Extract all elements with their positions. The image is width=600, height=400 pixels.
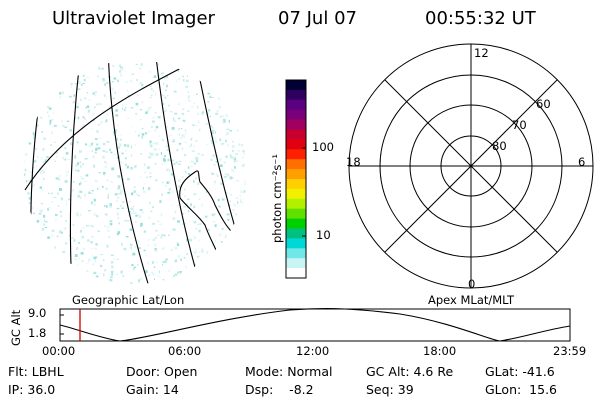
status-door: Door: Open — [126, 364, 198, 379]
polar-plot — [348, 43, 594, 289]
time-tick-0000: 00:00 — [42, 344, 76, 358]
apex-label: Apex MLat/MLT — [428, 293, 515, 307]
mlat-label-60: 60 — [536, 97, 551, 111]
uv-image — [23, 60, 247, 284]
status-dsp: Dsp: -8.2 — [245, 382, 314, 397]
status-ip: IP: 36.0 — [8, 382, 56, 397]
time-tick-1800: 18:00 — [423, 344, 457, 358]
mlt-label-6: 6 — [578, 155, 586, 169]
meridian-line — [154, 60, 201, 284]
status-gain: Gain: 14 — [126, 382, 179, 397]
date-label: 07 Jul 07 — [278, 8, 357, 29]
alt-tick-1-8: 1.8 — [28, 326, 47, 340]
mlat-label-70: 70 — [512, 118, 527, 132]
coastline — [179, 170, 241, 269]
geographic-label: Geographic Lat/Lon — [72, 293, 185, 307]
mlt-label-0: 0 — [468, 277, 476, 291]
instrument-title: Ultraviolet Imager — [52, 8, 215, 29]
meridian-line — [30, 79, 43, 276]
status-seq: Seq: 39 — [366, 382, 414, 397]
altitude-plot — [59, 308, 571, 342]
meridian-line — [69, 60, 81, 284]
mlt-label-18: 18 — [346, 155, 361, 169]
time-tick-1200: 12:00 — [296, 344, 330, 358]
status-glon: GLon: 15.6 — [485, 382, 557, 397]
time-tick-0600: 06:00 — [168, 344, 202, 358]
alt-axis-title: GC Alt — [9, 309, 23, 346]
alt-tick-9: 9.0 — [28, 306, 47, 320]
status-gc-alt: GC Alt: 4.6 Re — [366, 364, 454, 379]
mlt-label-12: 12 — [474, 46, 489, 60]
status-mode: Mode: Normal — [245, 364, 333, 379]
colorbar-tick-100: 100 — [312, 140, 334, 154]
colorbar — [285, 79, 307, 279]
meridian-line — [107, 60, 151, 284]
mlat-label-80: 80 — [492, 139, 507, 153]
time-tick-2359: 23:59 — [553, 344, 587, 358]
colorbar-units-label: photon cm⁻²s⁻¹ — [270, 154, 284, 243]
time-label: 00:55:32 UT — [425, 8, 536, 29]
status-filter: Flt: LBHL — [8, 364, 64, 379]
colorbar-tick-10: 10 — [316, 228, 331, 242]
status-glat: GLat: -41.6 — [485, 364, 555, 379]
